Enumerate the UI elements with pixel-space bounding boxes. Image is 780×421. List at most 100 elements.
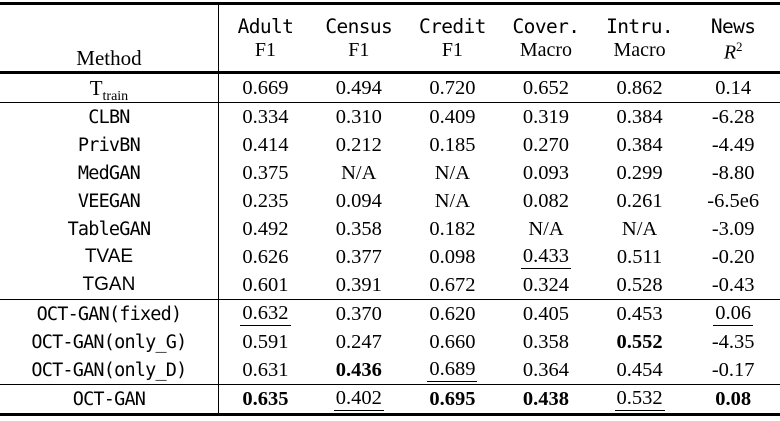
best-value: 0.438	[522, 387, 570, 410]
table-row: Ttrain 0.669 0.494 0.720 0.652 0.862 0.14	[0, 72, 780, 103]
value: 0.454	[616, 358, 663, 381]
value-cell: -0.17	[686, 356, 780, 385]
second-best-value: 0.402	[333, 387, 384, 412]
table-row: TVAE 0.626 0.377 0.098 0.433 0.511 -0.20	[0, 243, 780, 271]
value-cell: 0.310	[312, 103, 406, 132]
value-cell: 0.377	[312, 243, 406, 271]
second-best-value: 0.532	[614, 387, 665, 412]
table-row: OCT-GAN(only_D) 0.631 0.436 0.689 0.364 0.454…	[0, 356, 780, 385]
value-cell: 0.453	[593, 300, 687, 329]
value: 0.409	[429, 105, 476, 128]
value-cell: N/A	[593, 215, 687, 243]
method-cell: OCT-GAN	[0, 384, 219, 415]
value: -0.17	[711, 358, 755, 381]
value-cell: 0.370	[312, 300, 406, 329]
method-cell: TGAN	[0, 271, 219, 300]
value-cell: 0.182	[406, 215, 500, 243]
value-cell: 0.632	[218, 300, 312, 329]
value: N/A	[341, 161, 377, 184]
value: 0.324	[522, 273, 570, 296]
method-cell: OCT-GAN(only_G)	[0, 328, 219, 356]
value-cell: 0.391	[312, 271, 406, 300]
value: 0.098	[429, 245, 476, 268]
col-header-cover: Cover.	[512, 15, 580, 38]
value-cell: 0.601	[218, 271, 312, 300]
row-group: Ttrain 0.669 0.494 0.720 0.652 0.862 0.14	[0, 72, 780, 103]
value-cell: N/A	[312, 159, 406, 187]
table-header: Method Adult Census Credit Cover. Intru.…	[0, 3, 780, 73]
value-cell: -0.43	[686, 271, 780, 300]
value: 0.384	[616, 105, 663, 128]
metric-intru: Macro	[613, 39, 666, 61]
value: 0.620	[429, 302, 476, 325]
col-header-intru: Intru.	[606, 15, 673, 38]
value-cell: 0.511	[593, 243, 687, 271]
value: 0.720	[429, 76, 476, 99]
value: 0.511	[616, 245, 663, 268]
value-cell: 0.402	[312, 385, 406, 415]
method-cell: TVAE	[0, 243, 219, 271]
value-cell: 0.358	[499, 328, 593, 356]
value: N/A	[434, 161, 471, 184]
value: 0.270	[522, 133, 570, 156]
value: 0.093	[522, 161, 570, 184]
value-cell: 0.094	[312, 187, 406, 215]
value-cell: 0.082	[499, 187, 593, 215]
value: 0.626	[242, 245, 289, 268]
value: 0.261	[616, 189, 663, 212]
value-cell: 0.660	[406, 328, 500, 356]
value: 0.082	[522, 189, 570, 212]
method-column-header: Method	[0, 3, 219, 73]
value-cell: N/A	[406, 187, 500, 215]
value-cell: 0.384	[593, 103, 687, 132]
value: 0.631	[242, 358, 289, 381]
value-cell: 0.414	[218, 131, 312, 159]
table-row: OCT-GAN(only_G) 0.591 0.247 0.660 0.358 0.552…	[0, 328, 780, 356]
table-row: OCT-GAN 0.635 0.402 0.695 0.438 0.532 0.08	[0, 384, 780, 415]
method-cell: CLBN	[0, 102, 219, 131]
value: 0.094	[335, 189, 382, 212]
row-group: CLBN 0.334 0.310 0.409 0.319 0.384 -6.28 PrivBN…	[0, 102, 780, 300]
best-value: 0.695	[429, 387, 476, 410]
value: 0.494	[335, 76, 382, 99]
value-cell: 0.364	[499, 356, 593, 385]
second-best-value: 0.06	[713, 302, 754, 327]
value-cell: 0.358	[312, 215, 406, 243]
value: 0.185	[429, 133, 476, 156]
value-cell: 0.334	[218, 103, 312, 132]
metric-cover: Macro	[519, 39, 573, 61]
value: 0.660	[429, 330, 476, 353]
value-cell: 0.669	[218, 73, 312, 103]
value: 0.334	[242, 105, 289, 128]
best-value: 0.635	[242, 387, 289, 410]
value-cell: 0.720	[406, 73, 500, 103]
value-cell: 0.438	[499, 385, 593, 415]
value: 0.384	[616, 133, 663, 156]
value-cell: 0.862	[593, 73, 687, 103]
table-row: TableGAN 0.492 0.358 0.182 N/A N/A -3.09	[0, 215, 780, 243]
value: 0.528	[616, 273, 663, 296]
value-cell: 0.299	[593, 159, 687, 187]
value-cell: 0.375	[218, 159, 312, 187]
value-cell: 0.532	[593, 385, 687, 415]
value: 0.370	[335, 302, 382, 325]
value-cell: 0.695	[406, 385, 500, 415]
value: N/A	[528, 217, 564, 240]
method-cell: Ttrain	[0, 72, 219, 103]
value-cell: 0.409	[406, 103, 500, 132]
value: 0.235	[242, 189, 289, 212]
method-cell: PrivBN	[0, 131, 219, 159]
value: 0.862	[616, 76, 663, 99]
method-cell: OCT-GAN(only_D)	[0, 356, 219, 385]
value-cell: 0.635	[218, 385, 312, 415]
col-header-adult: Adult	[237, 15, 294, 38]
value: 0.391	[335, 273, 382, 296]
value-cell: 0.652	[499, 73, 593, 103]
value: -3.09	[711, 217, 755, 240]
value-cell: 0.626	[218, 243, 312, 271]
value: 0.453	[616, 302, 663, 325]
value: 0.310	[335, 105, 382, 128]
value: -6.5e6	[707, 189, 760, 212]
value: 0.669	[242, 76, 289, 99]
